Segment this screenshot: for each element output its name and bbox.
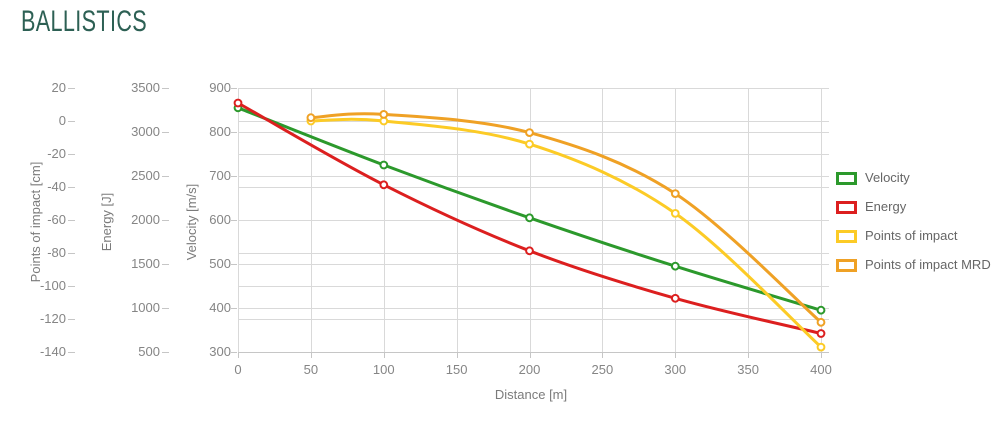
series-line [309,117,823,349]
poi-axis-title: Points of impact [cm] [28,161,43,283]
velocity-axis-tick-label: 300 [209,344,231,359]
velocity-axis-title: Velocity [m/s] [184,183,199,261]
x-axis-tick-label: 100 [372,362,395,377]
series-energy [233,98,826,338]
legend-item-points-of-impact[interactable]: Points of impact [836,229,991,243]
series-velocity [233,103,826,315]
data-point-marker [525,246,534,256]
legend-label: Points of impact MRD [865,257,991,272]
x-axis-tick-label: 200 [518,362,541,377]
poi-axis-tick-label: -60 [47,212,66,227]
data-point-marker [379,160,389,170]
data-point-marker [670,261,680,271]
legend-item-energy[interactable]: Energy [836,200,991,214]
page-title: BALLISTICS [21,5,148,38]
poi-axis-tick-label: -100 [39,278,66,293]
x-axis-tick-label: 150 [445,362,468,377]
legend-label: Velocity [865,170,910,185]
x-axis-tick-label: 300 [664,362,687,377]
data-point-marker [525,213,534,223]
energy-axis-tick-label: 1000 [131,300,160,315]
legend-item-points-of-impact-mrd[interactable]: Points of impact MRD [836,258,991,272]
data-point-marker [379,110,389,119]
data-point-marker [670,293,680,303]
data-point-marker [670,189,680,199]
x-axis-tick-label: 350 [737,362,759,377]
energy-axis-tick-label: 3000 [131,124,160,139]
x-axis-tick-label: 400 [810,362,832,377]
energy-axis-tick-label: 3500 [131,80,160,95]
poi-axis-tick-label: -140 [39,344,66,359]
data-point-marker [816,329,826,338]
data-point-marker [233,98,243,108]
velocity-axis-tick-label: 500 [209,256,231,271]
poi-axis-tick-label: -40 [47,179,66,194]
legend-swatch [836,229,857,243]
velocity-axis-tick-label: 800 [209,124,231,139]
data-point-marker [525,139,534,149]
poi-axis-tick-label: -120 [39,311,66,326]
poi-axis-tick-label: 20 [51,80,66,95]
series-points-of-impact [306,116,826,352]
energy-axis-tick-label: 2500 [131,168,160,183]
poi-axis-tick-label: -80 [47,245,66,260]
legend-swatch [836,171,857,185]
series-line [236,106,823,312]
data-point-marker [306,113,316,123]
energy-axis-title: Energy [J] [99,192,114,252]
velocity-axis-tick-label: 400 [209,300,231,315]
energy-axis-tick-label: 500 [138,344,160,359]
x-axis-title: Distance [m] [494,387,568,402]
legend-item-velocity[interactable]: Velocity [836,171,991,185]
legend-label: Energy [865,199,907,214]
x-axis-tick-label: 250 [591,362,614,377]
data-point-marker [525,128,534,138]
x-axis-tick-label: 50 [303,362,319,377]
energy-axis-tick-label: 1500 [131,256,160,271]
velocity-axis-tick-label: 600 [209,212,231,227]
data-point-marker [816,305,826,315]
legend-label: Points of impact [865,228,958,243]
data-point-marker [816,317,826,327]
data-point-marker [670,209,680,218]
velocity-axis-tick-label: 900 [209,80,231,95]
velocity-axis-tick-label: 700 [209,168,231,183]
data-point-marker [379,180,389,190]
series-points-of-impact-mrd [306,110,826,327]
poi-axis-tick-label: -20 [47,146,66,161]
data-point-marker [816,342,826,352]
legend-swatch [836,200,857,214]
x-axis-tick-label: 0 [234,362,242,377]
legend-swatch [836,258,857,272]
poi-axis-tick-label: 0 [58,113,66,128]
series-line [309,112,823,324]
energy-axis-tick-label: 2000 [131,212,160,227]
chart-legend: Velocity Energy Points of impact Points of … [836,171,991,287]
axis-ticks [68,88,829,358]
